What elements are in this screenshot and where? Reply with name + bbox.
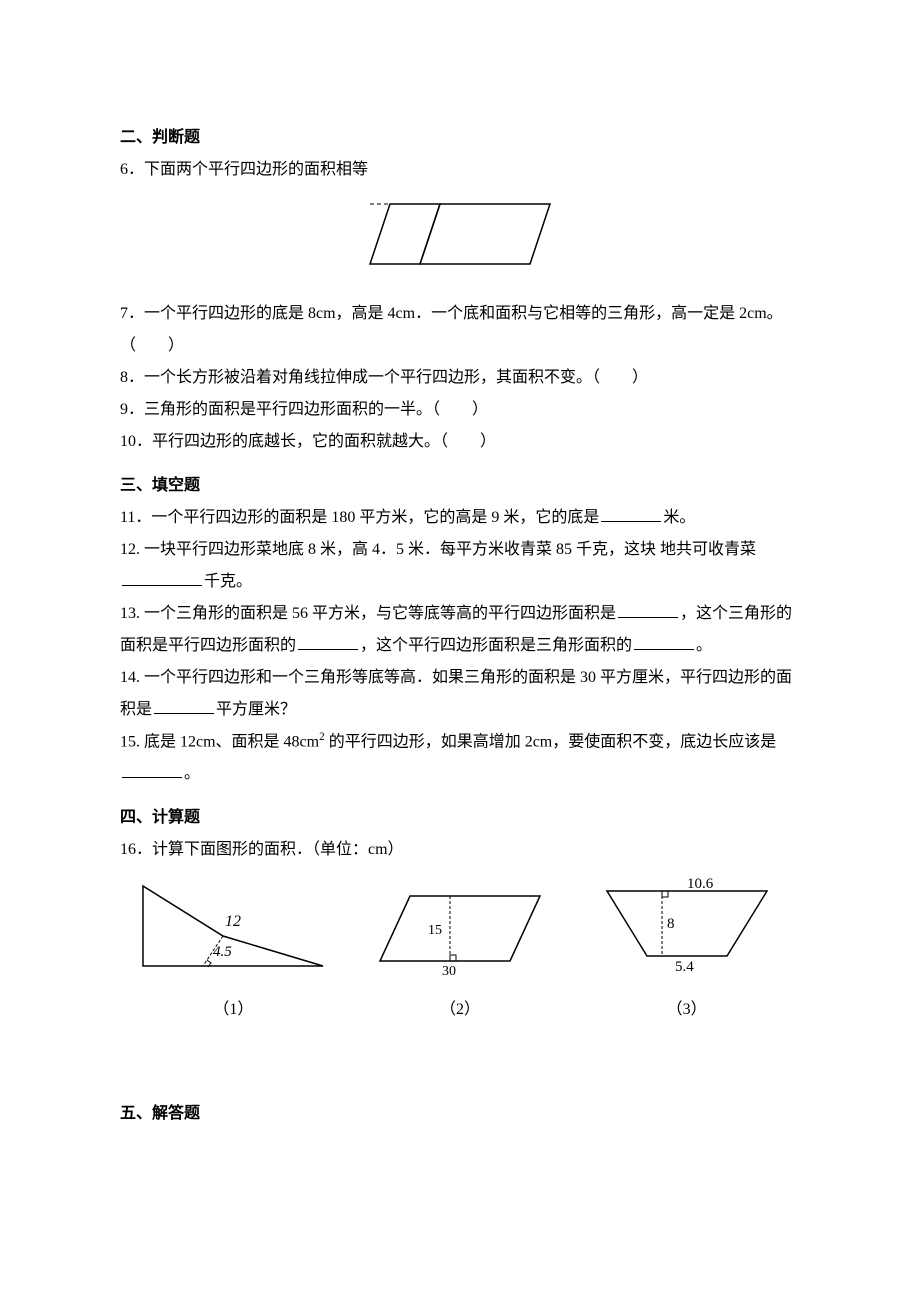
q16-figure-row: 12 4.5 15 30 10.6 8 5.4: [120, 876, 800, 988]
fig1-label-12: 12: [225, 913, 241, 930]
q15-text-c: 。: [184, 765, 200, 782]
fig2-label-15: 15: [428, 923, 442, 938]
fig1-caption: （1）: [120, 994, 347, 1026]
q11-text-a: 11．一个平行四边形的面积是 180 平方米，它的高是 9 米，它的底是: [120, 509, 599, 526]
fig3-label-106: 10.6: [687, 876, 714, 892]
q16-fig3: 10.6 8 5.4: [573, 876, 800, 988]
q16-fig2: 15 30: [347, 876, 574, 988]
question-14: 14. 一个平行四边形和一个三角形等底等高．如果三角形的面积是 30 平方厘米，…: [120, 662, 800, 726]
q14-text-b: 平方厘米？: [216, 701, 296, 718]
section-2-heading: 二、判断题: [120, 122, 800, 154]
q12-text-b: 千克。: [204, 573, 252, 590]
question-7: 7．一个平行四边形的底是 8cm，高是 4cm．一个底和面积与它相等的三角形，高…: [120, 298, 800, 362]
q13-blank-3: [634, 633, 694, 650]
section-5-heading: 五、解答题: [120, 1098, 800, 1130]
fig2-label-30: 30: [442, 964, 456, 976]
q16-caption-row: （1） （2） （3）: [120, 994, 800, 1026]
question-10: 10．平行四边形的底越长，它的面积就越大。（ ）: [120, 426, 800, 458]
question-8: 8．一个长方形被沿着对角线拉伸成一个平行四边形，其面积不变。（ ）: [120, 362, 800, 394]
q13-text-d: 。: [696, 637, 712, 654]
fig3-caption: （3）: [573, 994, 800, 1026]
question-15: 15. 底是 12cm、面积是 48cm2 的平行四边形，如果高增加 2cm，要…: [120, 726, 800, 790]
question-13: 13. 一个三角形的面积是 56 平方米，与它等底等高的平行四边形面积是，这个三…: [120, 598, 800, 662]
question-11: 11．一个平行四边形的面积是 180 平方米，它的高是 9 米，它的底是 米。: [120, 502, 800, 534]
q15-text-a: 15. 底是 12cm、面积是 48cm: [120, 733, 319, 750]
q15-text-b: 的平行四边形，如果高增加 2cm，要使面积不变，底边长应该是: [325, 733, 777, 750]
fig3-label-54: 5.4: [675, 959, 694, 975]
q11-text-b: 米。: [663, 509, 695, 526]
question-9: 9．三角形的面积是平行四边形面积的一半。（ ）: [120, 394, 800, 426]
q16-fig1: 12 4.5: [120, 876, 347, 988]
section-3-heading: 三、填空题: [120, 470, 800, 502]
q14-blank: [154, 697, 214, 714]
q11-blank: [601, 505, 661, 522]
q13-text-a: 13. 一个三角形的面积是 56 平方米，与它等底等高的平行四边形面积是: [120, 605, 616, 622]
q13-text-c: ，这个平行四边形面积是三角形面积的: [360, 637, 632, 654]
q12-text-a: 12. 一块平行四边形菜地底 8 米，高 4．5 米．每平方米收青菜 85 千克…: [120, 541, 756, 558]
question-16: 16．计算下面图形的面积．（单位：cm）: [120, 834, 800, 866]
q12-blank: [122, 569, 202, 586]
q6-figure: [120, 194, 800, 286]
q13-blank-1: [618, 601, 678, 618]
section-4-heading: 四、计算题: [120, 802, 800, 834]
q13-blank-2: [298, 633, 358, 650]
question-6: 6．下面两个平行四边形的面积相等: [120, 154, 800, 186]
q15-blank: [122, 761, 182, 778]
fig2-caption: （2）: [347, 994, 574, 1026]
fig1-label-45: 4.5: [213, 944, 232, 960]
question-12: 12. 一块平行四边形菜地底 8 米，高 4．5 米．每平方米收青菜 85 千克…: [120, 534, 800, 598]
fig3-label-8: 8: [667, 916, 675, 932]
